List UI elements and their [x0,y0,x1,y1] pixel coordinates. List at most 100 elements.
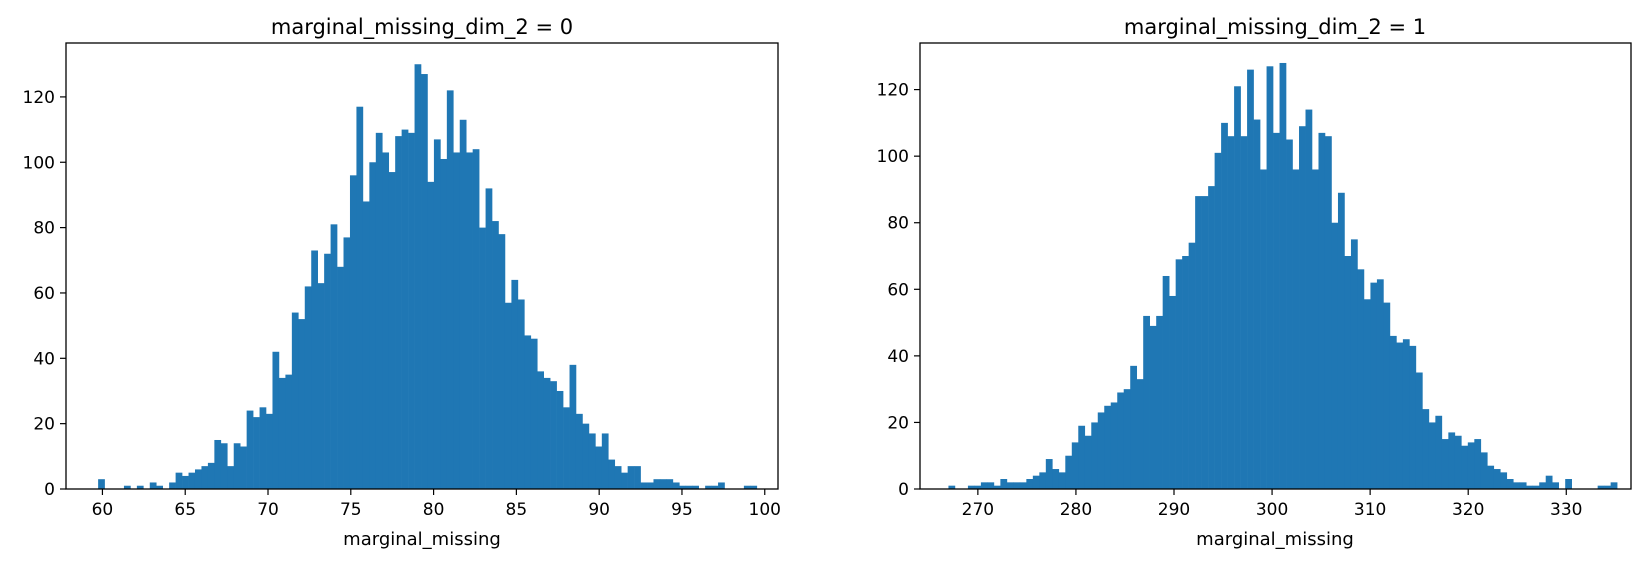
histogram-bar [1162,275,1170,489]
histogram-bar [1143,315,1150,489]
histogram-bar [948,485,956,489]
histogram-bar [1169,295,1176,489]
histogram-bar [705,485,712,489]
histogram-bar [1019,482,1027,489]
x-tick-label: 80 [423,500,445,520]
histogram-bar [1513,482,1521,489]
histogram-bar [980,482,988,489]
histogram-bar [1370,282,1378,489]
histogram-bar [395,136,402,489]
histogram-bar [1493,469,1501,489]
histogram-bar [1195,196,1202,489]
histogram-bar [1052,469,1060,489]
histogram-bar [175,472,183,489]
histogram-bar [1331,222,1339,490]
histogram-bar [556,390,564,489]
histogram-bar [259,407,267,489]
histogram-bar [550,381,557,489]
histogram-bar [1454,435,1462,489]
histogram-bar [182,475,189,489]
histogram-bar [1240,136,1248,489]
y-tick-label: 20 [887,413,909,433]
histogram-bar [98,479,105,489]
x-tick-label: 70 [257,500,279,520]
histogram-bar [1123,389,1131,489]
histogram-bar [194,469,202,489]
histogram-bar [1091,422,1099,489]
histogram-bar [1376,279,1384,489]
histogram-bar [421,74,428,489]
histogram-bar [1117,392,1125,489]
histogram-bar [653,479,661,489]
histogram-bar [485,188,493,489]
histogram-bar [601,433,609,489]
histogram-bar [1097,412,1105,489]
histogram-bar [1474,439,1482,489]
histogram-bar [659,479,667,489]
histogram-bar [1026,479,1034,489]
histogram-bar [640,482,648,489]
histogram-bar [685,485,693,489]
histogram-bar [1058,472,1066,489]
histogram-bar [123,485,131,489]
histogram-bar [1428,422,1436,489]
y-tick-label: 80 [887,214,909,234]
histogram-bar [1519,482,1527,489]
histogram-bar [201,466,209,489]
histogram-bar [1000,479,1008,489]
histogram-bar [1201,196,1209,489]
subplot-dim1: marginal_missing_dim_2 = 1 270 280 290 300 3… [877,15,1632,550]
histogram-bar [427,181,435,490]
histogram-bar [433,139,441,489]
histogram-bar [621,472,628,489]
histogram-bar [634,466,641,489]
histogram-bar [1130,365,1138,489]
y-tick-label: 60 [33,284,55,304]
subplot-title: marginal_missing_dim_2 = 0 [271,15,573,40]
histogram-bar [1383,302,1391,489]
histogram-bar [647,482,654,489]
histogram-bar [337,266,344,489]
histogram-bar [666,479,674,489]
histogram-bar [472,149,480,489]
histogram-bar [1422,409,1430,489]
histogram-bar [278,377,286,489]
histogram-bar [446,90,454,489]
x-axis-ticks: 60 65 70 75 80 85 90 95 100 [92,489,781,520]
histogram-bar [408,132,415,489]
histogram-bar [1565,479,1572,489]
histogram-bar [1149,325,1157,489]
histogram-bar [588,433,596,489]
histogram-bar [1084,435,1092,489]
histogram-bar [388,172,396,489]
histogram-bar [227,466,235,489]
histogram-bar [375,132,383,489]
histogram-bar [253,417,260,489]
histogram-bar [266,413,273,489]
histogram-bar [1286,139,1293,489]
x-tick-label: 300 [1256,500,1288,520]
histogram-bar [1071,442,1079,489]
histogram-bars [98,64,758,490]
histogram-bar [317,283,325,489]
subplot-dim0: marginal_missing_dim_2 = 0 60 65 70 75 80 85 9… [23,15,781,550]
x-tick-label: 270 [962,500,994,520]
histogram-bar [291,312,299,489]
x-tick-label: 290 [1158,500,1190,520]
axes-frame [65,42,779,490]
histogram-bar [1214,152,1222,489]
x-tick-label: 60 [92,500,114,520]
x-tick-label: 85 [506,500,528,520]
x-axis-ticks: 270 280 290 300 310 320 330 [962,489,1583,520]
histogram-bar [1461,445,1469,489]
x-axis-label: marginal_missing [343,529,501,550]
histogram-bar [1506,479,1514,489]
histogram-bar [517,299,525,489]
y-tick-label: 60 [887,280,909,300]
histogram-bar [543,377,551,489]
histogram-bar [1357,269,1365,489]
histogram-bar [1253,119,1261,490]
histogram-bar [692,485,699,489]
y-tick-label: 0 [898,480,909,500]
histogram-bar [1500,472,1508,489]
